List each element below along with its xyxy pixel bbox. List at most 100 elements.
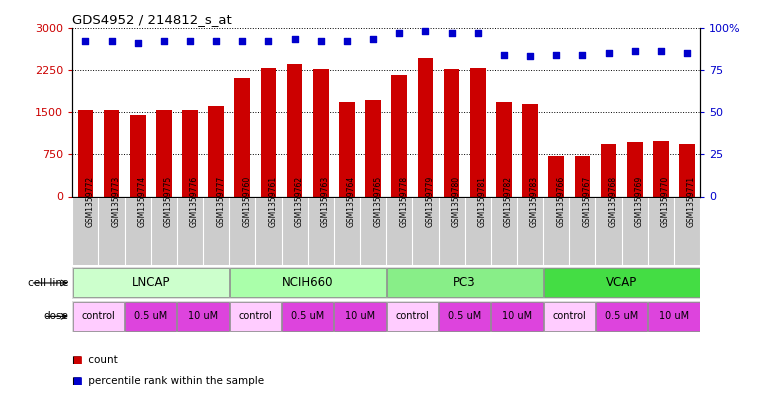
Text: 10 uM: 10 uM [188,311,218,321]
Bar [103,110,119,196]
Bar [444,69,460,196]
Point [576,51,588,58]
Text: ■: ■ [72,354,82,365]
Bar [365,99,381,196]
Point [419,28,431,34]
Bar [575,156,591,196]
Bar [648,302,699,331]
Bar [496,103,512,196]
Point [158,38,170,44]
Text: LNCAP: LNCAP [132,276,170,290]
Text: GSM1359764: GSM1359764 [347,176,356,228]
Text: VCAP: VCAP [606,276,637,290]
Bar [125,302,177,331]
Text: control: control [238,311,272,321]
Text: GSM1359762: GSM1359762 [295,176,304,228]
Point [445,29,457,36]
Point [288,36,301,42]
Bar [522,104,538,196]
Point [472,29,484,36]
Point [315,38,327,44]
Text: GSM1359763: GSM1359763 [321,176,330,228]
Bar [387,302,438,331]
Bar [182,110,198,196]
Bar [596,302,648,331]
Text: PC3: PC3 [454,276,476,290]
Point [132,40,144,46]
Bar [209,107,224,196]
Point [106,38,118,44]
Point [393,29,406,36]
Point [654,48,667,54]
Text: GSM1359761: GSM1359761 [269,176,278,228]
Text: 0.5 uM: 0.5 uM [291,311,324,321]
Text: 10 uM: 10 uM [502,311,532,321]
Text: dose: dose [43,311,68,321]
Text: GSM1359769: GSM1359769 [635,176,644,228]
Bar [439,302,490,331]
Bar [156,110,172,196]
Text: NCIH660: NCIH660 [282,276,333,290]
Text: ■  percentile rank within the sample: ■ percentile rank within the sample [72,376,264,386]
Bar [234,78,250,196]
Text: 0.5 uM: 0.5 uM [448,311,481,321]
Point [341,38,353,44]
Bar [679,144,695,196]
Bar [418,58,433,196]
Bar [391,75,407,196]
Text: GSM1359782: GSM1359782 [504,176,513,227]
Point [550,51,562,58]
Point [524,53,537,59]
Bar [627,142,642,196]
Bar [177,302,229,331]
Bar [230,268,386,298]
Text: GSM1359779: GSM1359779 [425,176,435,228]
Text: GDS4952 / 214812_s_at: GDS4952 / 214812_s_at [72,13,232,26]
Bar [73,302,124,331]
Text: GSM1359775: GSM1359775 [164,176,173,228]
Text: 10 uM: 10 uM [345,311,375,321]
Text: GSM1359783: GSM1359783 [530,176,539,228]
Text: GSM1359767: GSM1359767 [582,176,591,228]
Bar [313,69,329,196]
Point [263,38,275,44]
Text: GSM1359773: GSM1359773 [112,176,120,228]
Text: ■  count: ■ count [72,354,118,365]
Bar [339,102,355,196]
Text: 0.5 uM: 0.5 uM [605,311,638,321]
Text: GSM1359778: GSM1359778 [400,176,409,228]
Bar [130,115,145,196]
Text: GSM1359774: GSM1359774 [138,176,147,228]
Text: cell line: cell line [28,278,68,288]
Point [236,38,248,44]
Text: control: control [552,311,586,321]
Point [603,50,615,56]
Bar [543,302,595,331]
Text: GSM1359768: GSM1359768 [609,176,618,228]
Bar [387,268,543,298]
Text: GSM1359770: GSM1359770 [661,176,670,228]
Bar [261,68,276,196]
Text: 10 uM: 10 uM [659,311,689,321]
Text: GSM1359760: GSM1359760 [242,176,251,228]
Text: GSM1359772: GSM1359772 [85,176,94,228]
Point [210,38,222,44]
Text: control: control [81,311,116,321]
Bar [230,302,281,331]
Point [367,36,379,42]
Text: GSM1359771: GSM1359771 [687,176,696,228]
Point [184,38,196,44]
Text: 0.5 uM: 0.5 uM [134,311,167,321]
Text: GSM1359777: GSM1359777 [216,176,225,228]
Bar [549,156,564,196]
Point [629,48,641,54]
Text: GSM1359766: GSM1359766 [556,176,565,228]
Point [79,38,91,44]
Bar [470,68,486,196]
Point [681,50,693,56]
Bar [492,302,543,331]
Bar [78,110,93,196]
Text: control: control [396,311,429,321]
Text: GSM1359776: GSM1359776 [190,176,199,228]
Text: ■: ■ [72,376,82,386]
